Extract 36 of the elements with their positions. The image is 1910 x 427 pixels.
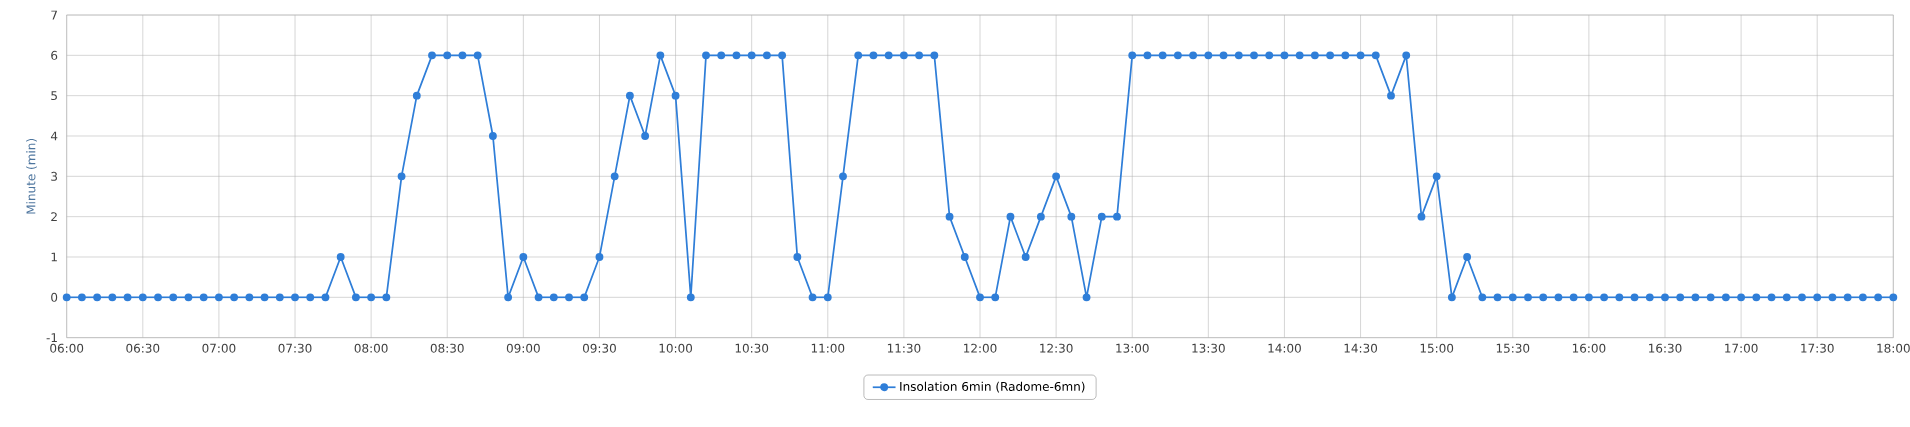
x-tick-label: 06:00 [50, 343, 84, 353]
x-tick-label: 07:00 [202, 343, 236, 353]
y-tick-label: 2 [51, 212, 57, 222]
x-tick-label: 15:00 [1420, 343, 1454, 353]
y-tick-label: 3 [51, 171, 58, 181]
x-tick-label: 08:30 [430, 343, 464, 353]
x-tick-label: 09:30 [582, 343, 616, 353]
x-tick-label: 10:00 [659, 343, 693, 353]
x-tick-label: 17:30 [1801, 343, 1834, 353]
legend-label: Insolation 6min (Radome-6mn) [900, 381, 1085, 393]
x-tick-label: 18:00 [1877, 343, 1910, 353]
x-tick-label: 11:30 [887, 343, 921, 353]
y-tick-label: 0 [51, 292, 58, 302]
x-tick-label: 08:00 [354, 343, 388, 353]
x-tick-label: 15:30 [1496, 343, 1530, 353]
x-tick-label: 13:00 [1116, 343, 1149, 353]
x-tick-label: 07:30 [278, 343, 312, 353]
y-tick-label: 5 [51, 91, 57, 101]
x-tick-label: 12:30 [1040, 343, 1073, 353]
y-tick-label: 7 [51, 10, 57, 20]
x-tick-label: 11:00 [811, 343, 845, 353]
y-tick-label: 4 [50, 131, 58, 141]
x-tick-label: 12:00 [964, 343, 997, 353]
x-tick-label: 09:00 [506, 343, 540, 353]
x-tick-label: 14:30 [1344, 343, 1378, 353]
y-axis-title: Minute (min) [26, 138, 37, 214]
x-tick-label: 06:30 [126, 343, 160, 353]
x-tick-label: 16:30 [1649, 343, 1682, 353]
y-tick-label: 1 [51, 252, 57, 262]
x-tick-label: 16:00 [1572, 343, 1606, 353]
y-tick-label: -1 [46, 333, 57, 343]
y-tick-label: 6 [51, 50, 58, 60]
x-tick-label: 10:30 [735, 343, 769, 353]
x-tick-label: 14:00 [1268, 343, 1301, 353]
x-tick-label: 13:30 [1192, 343, 1225, 353]
x-tick-label: 17:00 [1725, 343, 1758, 353]
